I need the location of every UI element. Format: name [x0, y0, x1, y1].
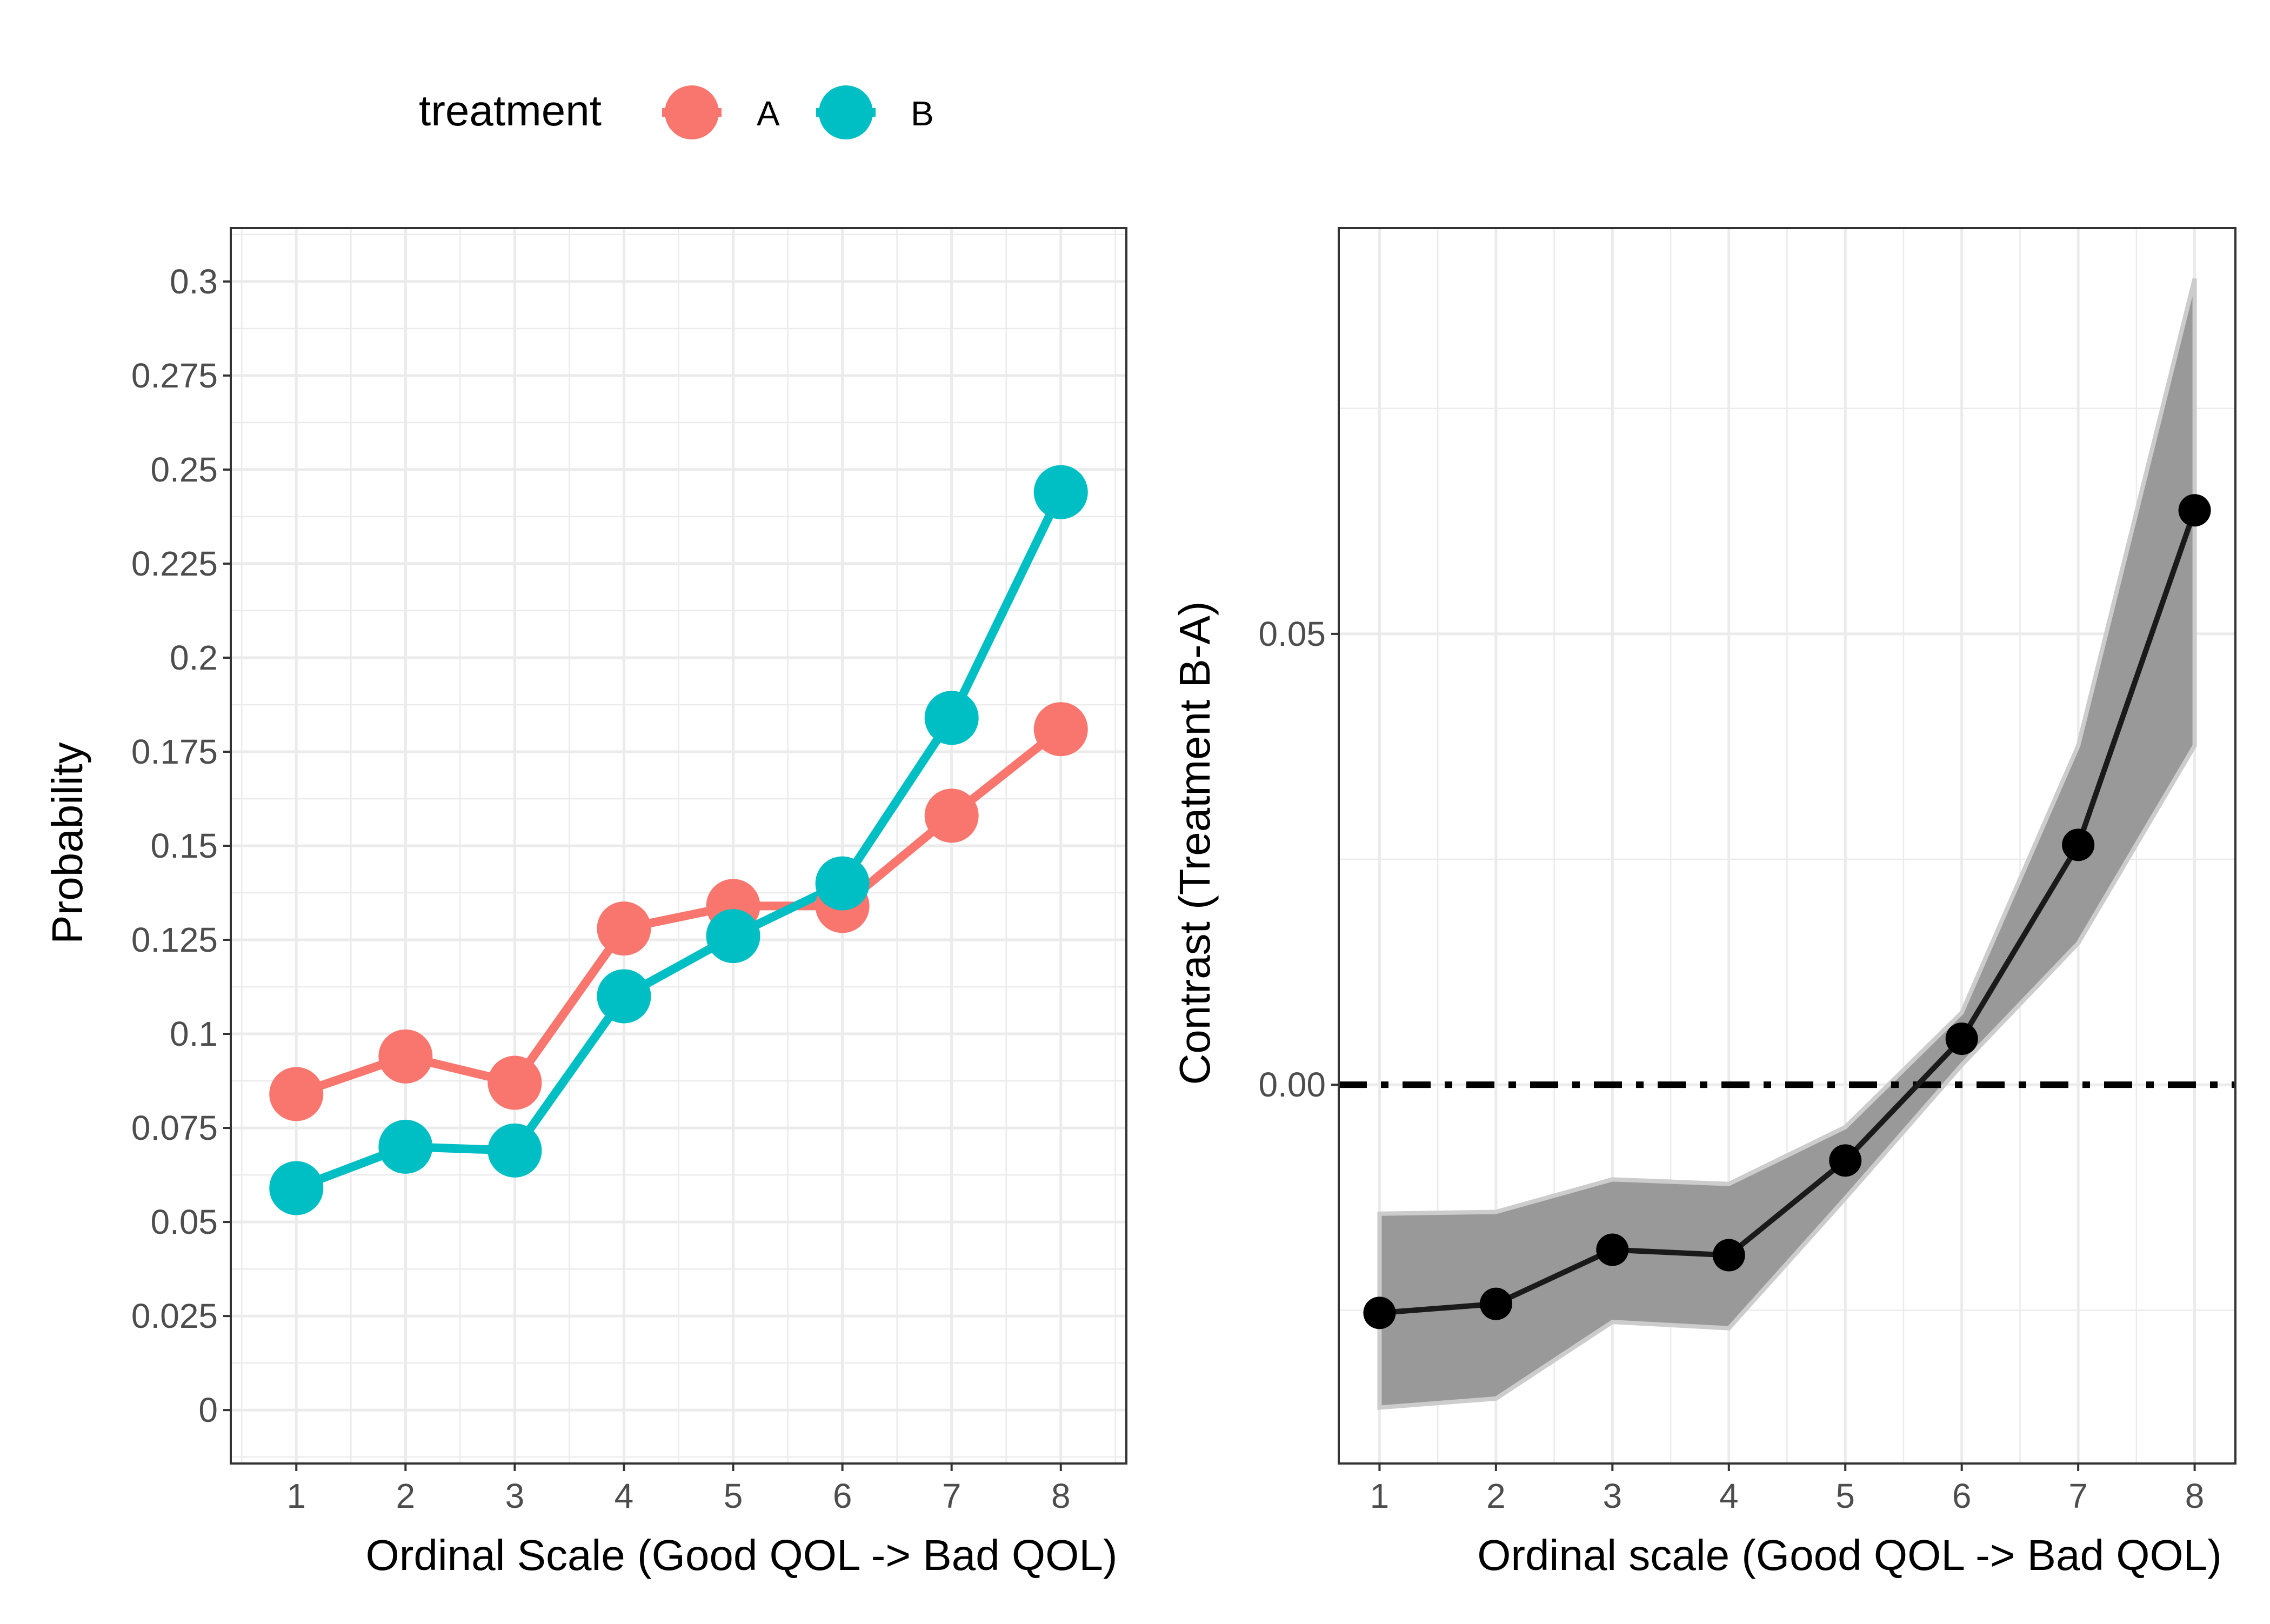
contrast-point [1479, 1287, 1512, 1320]
contrast-point [2178, 494, 2211, 527]
right-x-tick-label: 7 [2068, 1476, 2088, 1515]
right-confidence-band [1377, 278, 2197, 1410]
right-y-axis-label: Contrast (Treatment B-A) [1171, 601, 1219, 1085]
legend-key-b [816, 85, 876, 139]
series-b-point [706, 909, 760, 964]
series-b-point [924, 691, 979, 745]
left-x-axis-label: Ordinal Scale (Good QOL -> Bad QOL) [366, 1531, 1118, 1579]
contrast-panel: 0.00 0.05 1 2 3 4 5 6 7 8 Ordinal scale (Good QO… [1171, 227, 2236, 1579]
series-a-point [597, 901, 651, 956]
left-x-tick-label: 3 [505, 1476, 525, 1515]
left-x-tick-label: 4 [615, 1476, 634, 1515]
legend-key-a [662, 85, 722, 139]
series-a-point [488, 1055, 542, 1110]
right-x-tick-label: 4 [1719, 1476, 1739, 1515]
series-b-point [597, 969, 651, 1024]
legend: treatment A B [419, 85, 934, 139]
legend-title: treatment [419, 86, 602, 135]
contrast-point [1363, 1296, 1396, 1329]
legend-label-a: A [757, 94, 780, 133]
left-y-tick-label: 0.275 [131, 356, 218, 395]
left-series-layer [269, 465, 1088, 1215]
left-y-tick-label: 0.15 [150, 826, 218, 865]
left-y-tick-label: 0.025 [131, 1296, 218, 1335]
left-gridlines [231, 228, 1126, 1463]
left-y-axis: 0 0.025 0.05 0.075 0.1 0.125 0.15 0.175 0.2 0.225… [131, 262, 231, 1429]
right-x-tick-label: 1 [1370, 1476, 1390, 1515]
left-y-tick-label: 0.075 [131, 1108, 218, 1147]
right-x-axis-label: Ordinal scale (Good QOL -> Bad QOL) [1477, 1531, 2222, 1579]
right-series-layer [1363, 494, 2211, 1329]
contrast-point [1712, 1239, 1745, 1272]
right-x-tick-label: 8 [2185, 1476, 2205, 1515]
left-x-axis: 1 2 3 4 5 6 7 8 [286, 1463, 1071, 1515]
left-y-tick-label: 0.125 [131, 920, 218, 959]
left-y-tick-label: 0.225 [131, 544, 218, 583]
legend-label-b: B [911, 94, 934, 133]
right-y-tick-label: 0.05 [1258, 614, 1326, 653]
confidence-band [1377, 278, 2197, 1410]
contrast-line [1379, 509, 2198, 1316]
right-x-axis: 1 2 3 4 5 6 7 8 [1370, 1463, 2205, 1515]
probability-panel: 0 0.025 0.05 0.075 0.1 0.125 0.15 0.175 0.2 0.225… [43, 227, 1127, 1579]
series-b-point [488, 1123, 542, 1178]
right-y-axis: 0.00 0.05 [1258, 614, 1339, 1104]
series-b-point [1033, 465, 1088, 519]
series-a-point [269, 1067, 324, 1121]
left-x-tick-label: 6 [833, 1476, 852, 1515]
contrast-point [1596, 1233, 1629, 1266]
series-b-point [378, 1119, 433, 1174]
left-x-tick-label: 2 [396, 1476, 416, 1515]
left-y-tick-label: 0.25 [150, 450, 218, 489]
left-y-tick-label: 0 [198, 1391, 218, 1429]
left-y-tick-label: 0.175 [131, 732, 218, 771]
right-panel-border [1338, 227, 2236, 1465]
series-a-point [378, 1029, 433, 1084]
right-y-tick-label: 0.00 [1258, 1065, 1326, 1104]
left-x-tick-label: 7 [942, 1476, 962, 1515]
contrast-point [1945, 1022, 1978, 1055]
right-x-tick-label: 3 [1603, 1476, 1623, 1515]
left-y-tick-label: 0.05 [150, 1202, 218, 1241]
left-x-tick-label: 1 [286, 1476, 306, 1515]
contrast-point [2062, 828, 2095, 861]
right-x-tick-label: 2 [1486, 1476, 1506, 1515]
series-a-point [924, 788, 979, 843]
left-y-axis-label: Probability [43, 742, 91, 944]
series-a-point [1033, 702, 1088, 757]
right-x-tick-label: 6 [1952, 1476, 1972, 1515]
contrast-point [1829, 1144, 1862, 1177]
series-b-point [269, 1161, 324, 1215]
series-b-point [815, 856, 870, 911]
left-y-tick-label: 0.1 [170, 1014, 218, 1053]
right-x-tick-label: 5 [1835, 1476, 1855, 1515]
left-x-tick-label: 8 [1051, 1476, 1071, 1515]
left-x-tick-label: 5 [724, 1476, 743, 1515]
left-y-tick-label: 0.2 [170, 638, 218, 677]
left-y-tick-label: 0.3 [170, 262, 218, 301]
